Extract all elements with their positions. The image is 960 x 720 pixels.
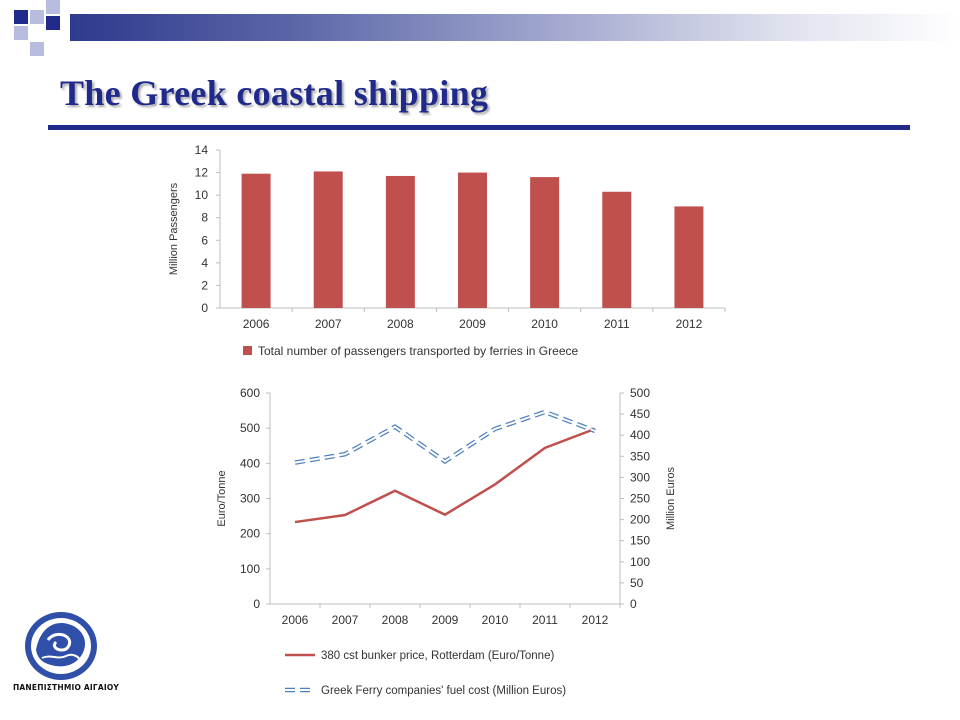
bar bbox=[602, 191, 632, 308]
y-tick-label: 10 bbox=[195, 188, 209, 202]
x-tick-label: 2010 bbox=[531, 317, 558, 331]
right-y-tick-label: 50 bbox=[630, 576, 644, 590]
x-tick-label: 2012 bbox=[582, 613, 609, 627]
right-y-axis-title: Million Euros bbox=[665, 467, 677, 530]
bar bbox=[313, 171, 343, 308]
accent-square-light bbox=[46, 0, 60, 14]
university-seal-icon bbox=[25, 612, 97, 680]
left-y-tick-label: 300 bbox=[240, 492, 260, 506]
x-tick-label: 2008 bbox=[387, 317, 414, 331]
series-line-bunker-price bbox=[294, 427, 596, 524]
accent-square-light bbox=[30, 42, 44, 56]
bar bbox=[458, 172, 487, 308]
right-y-tick-label: 150 bbox=[630, 534, 650, 548]
passengers-bar-chart: 0 2 4 6 8 10 12 14 2006 2007 2008 2009 2010 2011 2012 M… bbox=[168, 143, 726, 358]
y-tick-label: 12 bbox=[195, 166, 209, 180]
x-tick-label: 2006 bbox=[282, 613, 309, 627]
left-y-tick-label: 200 bbox=[240, 527, 260, 541]
right-y-tick-label: 350 bbox=[630, 449, 650, 463]
right-y-tick-label: 100 bbox=[630, 555, 650, 569]
accent-square-dark bbox=[14, 10, 28, 24]
y-tick-label: 0 bbox=[201, 301, 208, 315]
x-tick-label: 2009 bbox=[459, 317, 486, 331]
series-line-fuel-cost-inner bbox=[294, 410, 596, 464]
right-y-tick-label: 400 bbox=[630, 428, 650, 442]
y-axis-title: Million Passengers bbox=[168, 182, 180, 275]
accent-square-light bbox=[14, 26, 28, 40]
right-y-tick-label: 500 bbox=[630, 386, 650, 400]
x-tick-label: 2007 bbox=[332, 613, 359, 627]
right-y-tick-label: 200 bbox=[630, 513, 650, 527]
y-tick-label: 8 bbox=[201, 211, 208, 225]
bar bbox=[385, 175, 415, 308]
left-y-tick-label: 100 bbox=[240, 562, 260, 576]
y-tick-label: 14 bbox=[195, 143, 209, 157]
left-y-tick-label: 500 bbox=[240, 421, 260, 435]
legend-label-bunker-price: 380 cst bunker price, Rotterdam (Euro/To… bbox=[321, 650, 554, 662]
right-y-tick-label: 450 bbox=[630, 407, 650, 421]
legend-swatch bbox=[243, 346, 252, 355]
left-y-tick-label: 400 bbox=[240, 456, 260, 470]
left-y-tick-label: 0 bbox=[253, 597, 260, 611]
bar bbox=[241, 173, 271, 308]
x-tick-label: 2011 bbox=[532, 613, 558, 627]
accent-square-dark bbox=[46, 16, 60, 30]
left-y-tick-label: 600 bbox=[240, 386, 260, 400]
x-tick-label: 2008 bbox=[382, 613, 409, 627]
bar bbox=[530, 177, 560, 308]
y-tick-label: 6 bbox=[201, 233, 208, 247]
x-tick-label: 2011 bbox=[604, 317, 630, 331]
bar bbox=[674, 206, 704, 308]
x-tick-label: 2006 bbox=[243, 317, 270, 331]
right-y-tick-label: 250 bbox=[630, 492, 650, 506]
x-tick-label: 2012 bbox=[676, 317, 703, 331]
y-tick-label: 4 bbox=[201, 256, 208, 270]
right-y-tick-label: 300 bbox=[630, 470, 650, 484]
right-y-tick-label: 0 bbox=[630, 597, 637, 611]
x-tick-label: 2007 bbox=[315, 317, 342, 331]
slide-title: The Greek coastal shipping bbox=[60, 73, 489, 113]
legend-label: Total number of passengers transported b… bbox=[258, 344, 578, 358]
left-y-axis-title: Euro/Tonne bbox=[216, 470, 228, 526]
accent-square-light bbox=[30, 10, 44, 24]
header-gradient-band bbox=[70, 14, 960, 41]
legend-label-fuel-cost: Greek Ferry companies' fuel cost (Millio… bbox=[321, 685, 566, 697]
fuel-line-chart: 0 100 200 300 400 500 600 0 50 100 150 200 250 300 350… bbox=[216, 386, 677, 697]
x-tick-label: 2010 bbox=[482, 613, 509, 627]
y-tick-label: 2 bbox=[201, 278, 208, 292]
x-tick-label: 2009 bbox=[432, 613, 459, 627]
title-underline bbox=[48, 125, 910, 130]
logo-caption: ΠΑΝΕΠΙΣΤΗΜΙΟ ΑΙΓΑΙΟΥ bbox=[12, 683, 120, 692]
